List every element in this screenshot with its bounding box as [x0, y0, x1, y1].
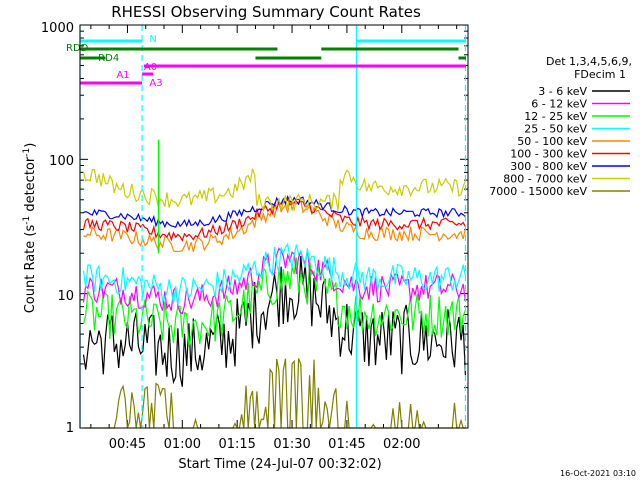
- legend-header-line1: Det 1,3,4,5,6,9,: [546, 55, 632, 68]
- legend-header-line2: FDecim 1: [574, 68, 626, 81]
- plot-area: N RDD RD4 A0 A1 A3: [66, 25, 468, 429]
- y-tick-label-100: 100: [49, 154, 74, 169]
- plot-frame: [79, 24, 469, 429]
- label-A1: A1: [116, 70, 129, 81]
- x-tick-label: 01:15: [218, 437, 255, 452]
- x-tick-label: 02:00: [383, 437, 420, 452]
- legend-entry-label: 300 - 800 keV: [510, 160, 587, 173]
- legend-entry-label: 12 - 25 keV: [524, 110, 587, 123]
- x-tick-label: 01:00: [164, 437, 201, 452]
- legend-entry-label: 6 - 12 keV: [531, 98, 587, 111]
- x-axis-label: Start Time (24-Jul-07 00:32:02): [178, 457, 381, 472]
- label-A3: A3: [149, 78, 162, 89]
- label-RD4: RD4: [98, 53, 119, 64]
- legend-entry-label: 7000 - 15000 keV: [489, 185, 587, 198]
- legend-entry-label: 3 - 6 keV: [538, 85, 587, 98]
- legend-entry-label: 800 - 7000 keV: [503, 173, 587, 186]
- series-line: [82, 242, 466, 305]
- legend-entry-label: 25 - 50 keV: [524, 123, 587, 136]
- footer-timestamp: 16-Oct-2021 03:10: [560, 469, 636, 478]
- y-tick-label-1000: 1000: [41, 21, 74, 36]
- x-tick-labels: 00:45 01:00 01:15 01:30 01:45 02:00: [109, 437, 421, 452]
- chart-title: RHESSI Observing Summary Count Rates: [111, 3, 421, 21]
- y-tick-label-10: 10: [57, 289, 74, 304]
- series-line: [83, 199, 466, 253]
- series-line: [82, 257, 466, 347]
- series-line: [82, 168, 466, 213]
- label-N: N: [149, 34, 156, 45]
- x-tick-label: 00:45: [109, 437, 146, 452]
- series-line: [82, 247, 466, 315]
- legend-entry-label: 100 - 300 keV: [510, 148, 587, 161]
- legend-entry-label: 50 - 100 keV: [517, 135, 587, 148]
- label-A0: A0: [144, 62, 157, 73]
- label-RDD: RDD: [66, 43, 89, 54]
- x-tick-label: 01:30: [273, 437, 310, 452]
- y-axis-label: Count Rate (s-1 detector-1): [22, 143, 38, 314]
- series-line: [83, 358, 466, 429]
- series-line: [83, 195, 466, 229]
- x-tick-label: 01:45: [328, 437, 365, 452]
- y-tick-label-1: 1: [66, 421, 74, 436]
